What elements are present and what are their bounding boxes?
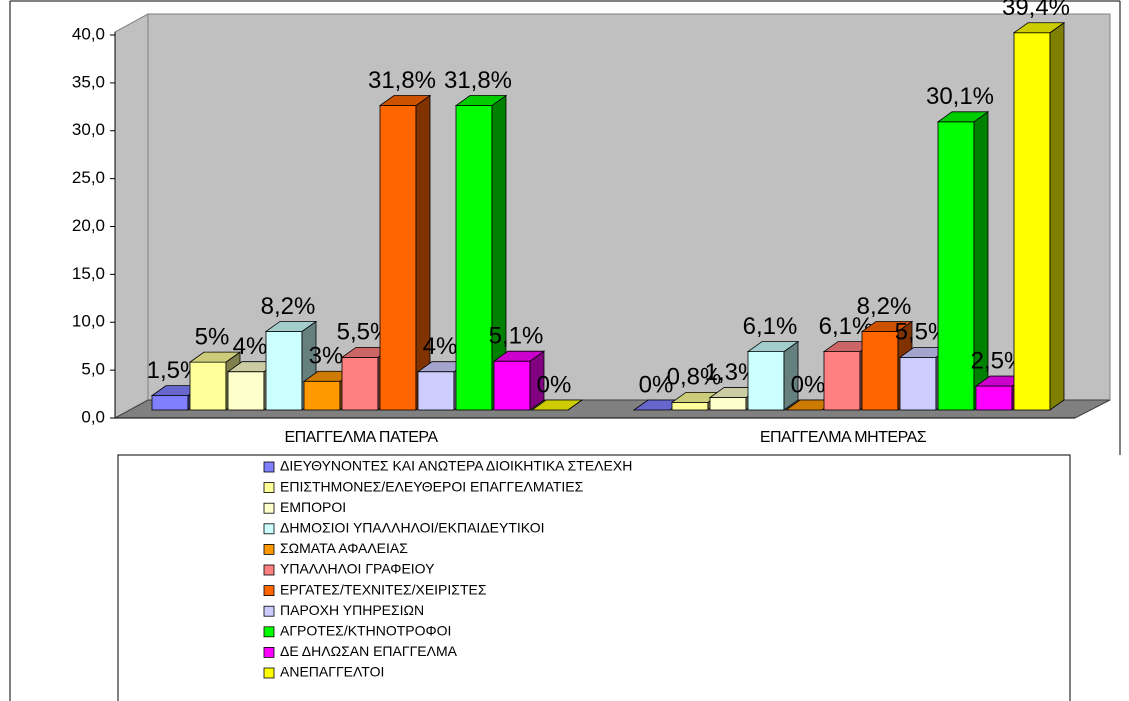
legend-swatch [263,564,275,576]
bar [188,351,242,411]
data-label: 4% [233,333,268,360]
legend [117,454,1071,701]
legend-label: ΕΠΙΣΤΗΜΟΝΕΣ/ΕΛΕΥΘΕΡΟΙ ΕΠΑΓΓΕΛΜΑΤΙΕΣ [280,478,584,494]
bar [264,320,318,411]
bar-top [860,321,914,332]
legend-swatch [263,667,275,679]
bar-front [899,356,937,411]
data-label: 3% [309,343,344,370]
bar [492,350,546,411]
bar-side [1049,21,1065,411]
data-label: 0% [537,371,572,398]
legend-swatch [263,647,275,658]
bar [454,94,508,411]
bar-front [709,397,747,411]
legend-swatch [263,544,275,555]
bar-front [975,385,1013,411]
data-label: 8,2% [857,293,912,320]
legend-label: ΥΠΑΛΛΗΛΟΙ ΓΡΑΦΕΙΟΥ [280,561,435,577]
legend-swatch [263,482,275,494]
bar-top [378,95,432,106]
legend-label: ΕΜΠΟΡΟΙ [280,499,346,515]
bar-front [937,121,975,411]
bar-side [415,94,431,411]
bar-front [747,351,785,411]
bar-front [303,380,341,411]
data-label: 4% [423,333,458,360]
data-label: 0,8% [667,364,722,391]
data-label: 5% [195,323,230,350]
legend-label: ΠΑΡΟΧΗ ΥΠΗΡΕΣΙΩΝ [280,602,424,618]
bar-front [1013,32,1051,411]
data-label: 39,4% [1002,0,1070,21]
y-tick-label: 30,0 [72,120,105,139]
data-label: 31,8% [444,67,512,94]
bar-front [341,356,379,411]
bar-top [188,351,242,363]
data-label: 6,1% [743,313,798,340]
legend-swatch [263,461,275,473]
bar-top [454,95,508,106]
x-tick-label: ΕΠΑΓΓΕΛΜΑ ΜΗΤΕΡΑΣ [760,429,927,446]
bar-top [1012,22,1066,34]
bar-front [861,331,899,411]
legend-swatch [263,605,275,617]
bar-top [492,350,546,362]
bar-front [151,395,189,411]
bar-front [671,401,709,411]
legend-swatch [263,626,275,638]
bar-front [823,351,861,411]
bar [746,340,800,411]
data-label: 8,2% [261,293,316,320]
data-label: 5,1% [489,323,544,350]
legend-label: ΔΕ ΔΗΛΩΣΑΝ ΕΠΑΓΓΕΛΜΑ [280,643,458,659]
bar-top [936,111,990,123]
legend-label: ΑΓΡΟΤΕΣ/ΚΤΗΝΟΤΡΟΦΟΙ [280,623,451,639]
bar-top [530,399,584,411]
bar-front [493,360,531,411]
bar-front [455,105,493,411]
data-label: 30,1% [926,83,994,110]
y-tick-label: 35,0 [72,72,105,91]
y-tick-label: 5,0 [81,360,105,379]
legend-swatch [263,502,275,514]
data-label: 0% [791,371,826,398]
side-wall [114,13,149,419]
bar [936,111,990,411]
y-tick-label: 0,0 [81,407,105,426]
bar-front [265,331,303,411]
bar-front [227,371,265,411]
bar [378,94,432,411]
bar-front [189,361,227,411]
bar [530,399,584,411]
legend-swatch [263,523,275,535]
bar-top [264,321,318,332]
legend-label: ΔΗΜΟΣΙΟΙ ΥΠΑΛΛΗΛΟΙ/ΕΚΠΑΙΔΕΥΤΙΚΟΙ [280,520,544,536]
y-tick-label: 40,0 [72,24,105,43]
y-tick-label: 15,0 [72,264,105,283]
bar-top [746,341,800,352]
legend-label: ΑΝΕΠΑΓΓΕΛΤΟΙ [280,664,384,680]
legend-swatch [263,585,275,596]
y-tick-label: 25,0 [72,168,105,187]
legend-label: ΔΙΕΥΘΥΝΟΝΤΕΣ ΚΑΙ ΑΝΩΤΕΡΑ ΔΙΟΙΚΗΤΙΚΑ ΣΤΕΛ… [280,458,632,474]
bar-front [379,105,417,411]
bar [1012,21,1066,411]
legend-label: ΣΩΜΑΤΑ ΑΦΑΛΕΙΑΣ [280,540,408,556]
data-label: 31,8% [368,67,436,94]
y-tick-label: 20,0 [72,216,105,235]
bar-front [417,371,455,411]
legend-label: ΕΡΓΑΤΕΣ/ΤΕΧΝΙΤΕΣ/ΧΕΙΡΙΣΤΕΣ [280,581,487,597]
data-label: 0% [639,371,674,398]
x-tick-label: ΕΠΑΓΓΕΛΜΑ ΠΑΤΕΡΑ [284,429,438,446]
y-tick-label: 10,0 [72,312,105,331]
